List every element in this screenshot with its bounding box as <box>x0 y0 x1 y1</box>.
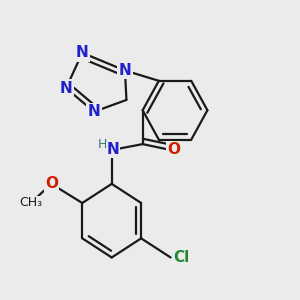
Text: N: N <box>107 142 120 158</box>
Text: CH₃: CH₃ <box>19 196 42 209</box>
Text: N: N <box>118 63 131 78</box>
Text: O: O <box>45 176 58 191</box>
Text: Cl: Cl <box>174 250 190 265</box>
Text: H: H <box>98 138 108 151</box>
Text: N: N <box>88 104 100 119</box>
Text: O: O <box>167 142 180 158</box>
Text: N: N <box>76 45 89 60</box>
Text: N: N <box>60 81 73 96</box>
